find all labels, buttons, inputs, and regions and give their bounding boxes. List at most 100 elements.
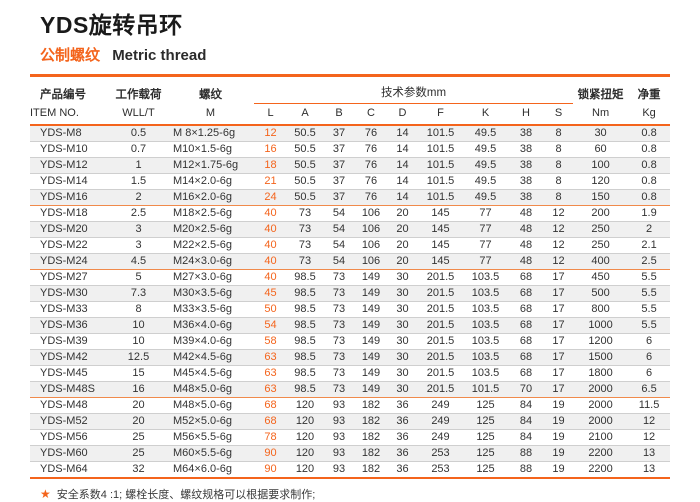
cell-dim-D: 30 [387, 349, 418, 366]
cell-thread: M10×1.5-6g [167, 141, 254, 158]
cell-dim-F: 201.5 [418, 333, 463, 350]
cell-dim-K: 103.5 [463, 285, 508, 302]
cell-dim-C: 76 [355, 141, 387, 158]
cell-dim-B: 73 [323, 349, 355, 366]
col-dim-L: L [267, 107, 274, 119]
cell-dim-H: 84 [508, 397, 544, 414]
cell-dim-B: 93 [323, 461, 355, 479]
cell-dim-C: 149 [355, 365, 387, 382]
cell-wll: 3 [110, 221, 167, 238]
cell-wll: 0.7 [110, 141, 167, 158]
col-dim-B: B [335, 107, 343, 119]
cell-dim-S: 17 [544, 381, 574, 398]
cell-dim-H: 68 [508, 333, 544, 350]
cell-wll: 8 [110, 301, 167, 318]
cell-dim-F: 201.5 [418, 285, 463, 302]
cell-torque-nm: 120 [573, 173, 629, 190]
cell-dim-K: 77 [463, 221, 508, 238]
cell-dim-F: 249 [418, 413, 463, 430]
cell-dim-B: 73 [323, 333, 355, 350]
cell-dim-S: 19 [544, 445, 574, 462]
cell-dim-D: 20 [387, 253, 418, 270]
cell-dim-C: 76 [355, 189, 387, 206]
cell-wll: 16 [110, 381, 167, 398]
cell-dim-H: 84 [508, 429, 544, 446]
table-row: YDS-M8 0.5 M 8×1.25-6g 12 50.5 37 76 14 101.5 49.… [30, 125, 671, 142]
cell-dim-H: 38 [508, 173, 544, 190]
footnote: ★ 安全系数4 :1; 螺栓长度、螺纹规格可以根据要求制作; [40, 486, 670, 502]
cell-dim-L: 12 [254, 125, 287, 142]
cell-dim-A: 120 [287, 429, 323, 446]
table-row: YDS-M12 1 M12×1.75-6g 18 50.5 37 76 14 101.5 49.5… [30, 157, 671, 174]
cell-dim-S: 17 [544, 269, 574, 286]
cell-thread: M24×3.0-6g [167, 253, 254, 270]
cell-torque-nm: 2200 [573, 445, 629, 462]
table-row: YDS-M14 1.5 M14×2.0-6g 21 50.5 37 76 14 101.5 49.… [30, 173, 671, 190]
cell-torque-nm: 2000 [573, 381, 629, 398]
cell-dim-C: 76 [355, 173, 387, 190]
cell-dim-F: 101.5 [418, 141, 463, 158]
cell-dim-H: 48 [508, 237, 544, 254]
footnote-text: 安全系数4 :1; 螺栓长度、螺纹规格可以根据要求制作; [56, 489, 316, 501]
cell-dim-F: 249 [418, 397, 463, 414]
cell-dim-H: 68 [508, 285, 544, 302]
cell-dim-F: 201.5 [418, 317, 463, 334]
cell-dim-C: 149 [355, 269, 387, 286]
cell-dim-H: 68 [508, 365, 544, 382]
cell-weight-kg: 6.5 [628, 381, 671, 398]
cell-dim-B: 93 [323, 429, 355, 446]
cell-torque-nm: 2000 [573, 413, 629, 430]
cell-dim-S: 19 [544, 413, 574, 430]
cell-dim-L: 58 [254, 333, 287, 350]
cell-dim-K: 125 [463, 445, 508, 462]
table-row: YDS-M33 8 M33×3.5-6g 50 98.5 73 149 30 201.5 103.… [30, 301, 671, 318]
cell-dim-F: 145 [418, 253, 463, 270]
cell-item-no: YDS-M16 [30, 189, 110, 206]
col-weight-unit: Kg [642, 106, 656, 119]
cell-dim-D: 36 [387, 413, 418, 430]
cell-dim-D: 30 [387, 381, 418, 398]
cell-thread: M20×2.5-6g [167, 221, 254, 238]
cell-dim-L: 40 [254, 269, 287, 286]
cell-dim-D: 20 [387, 237, 418, 254]
cell-dim-L: 45 [254, 285, 287, 302]
cell-thread: M56×5.5-6g [167, 429, 254, 446]
cell-dim-D: 36 [387, 429, 418, 446]
cell-dim-B: 37 [323, 125, 355, 142]
spec-table: 产品编号 工作载荷 螺纹 技术参数mm 锁紧扭矩 净重 ITEM NO. WLL… [30, 74, 671, 479]
star-icon: ★ [40, 487, 51, 501]
cell-dim-A: 120 [287, 397, 323, 414]
cell-dim-B: 73 [323, 269, 355, 286]
cell-dim-B: 54 [323, 205, 355, 222]
cell-torque-nm: 1800 [573, 365, 629, 382]
cell-dim-K: 49.5 [463, 157, 508, 174]
cell-torque-nm: 60 [573, 141, 629, 158]
cell-dim-F: 101.5 [418, 157, 463, 174]
cell-dim-B: 93 [323, 445, 355, 462]
col-thread-en: M [205, 106, 216, 119]
cell-dim-D: 36 [387, 461, 418, 479]
cell-dim-F: 145 [418, 205, 463, 222]
cell-item-no: YDS-M30 [30, 285, 110, 302]
cell-dim-H: 48 [508, 205, 544, 222]
cell-wll: 3 [110, 237, 167, 254]
cell-dim-C: 149 [355, 317, 387, 334]
cell-wll: 25 [110, 445, 167, 462]
cell-dim-A: 98.5 [287, 317, 323, 334]
cell-dim-S: 8 [544, 141, 574, 158]
cell-dim-F: 201.5 [418, 301, 463, 318]
cell-thread: M 8×1.25-6g [167, 125, 254, 142]
table-row: YDS-M30 7.3 M30×3.5-6g 45 98.5 73 149 30 201.5 10… [30, 285, 671, 302]
cell-dim-C: 149 [355, 349, 387, 366]
table-row: YDS-M45 15 M45×4.5-6g 63 98.5 73 149 30 201.5 103… [30, 365, 671, 382]
cell-dim-A: 120 [287, 413, 323, 430]
cell-dim-H: 68 [508, 349, 544, 366]
cell-thread: M64×6.0-6g [167, 461, 254, 479]
cell-thread: M36×4.0-6g [167, 317, 254, 334]
cell-dim-C: 106 [355, 221, 387, 238]
cell-thread: M16×2.0-6g [167, 189, 254, 206]
cell-dim-S: 8 [544, 173, 574, 190]
cell-weight-kg: 1.9 [628, 205, 671, 222]
cell-weight-kg: 6 [628, 349, 671, 366]
cell-item-no: YDS-M22 [30, 237, 110, 254]
